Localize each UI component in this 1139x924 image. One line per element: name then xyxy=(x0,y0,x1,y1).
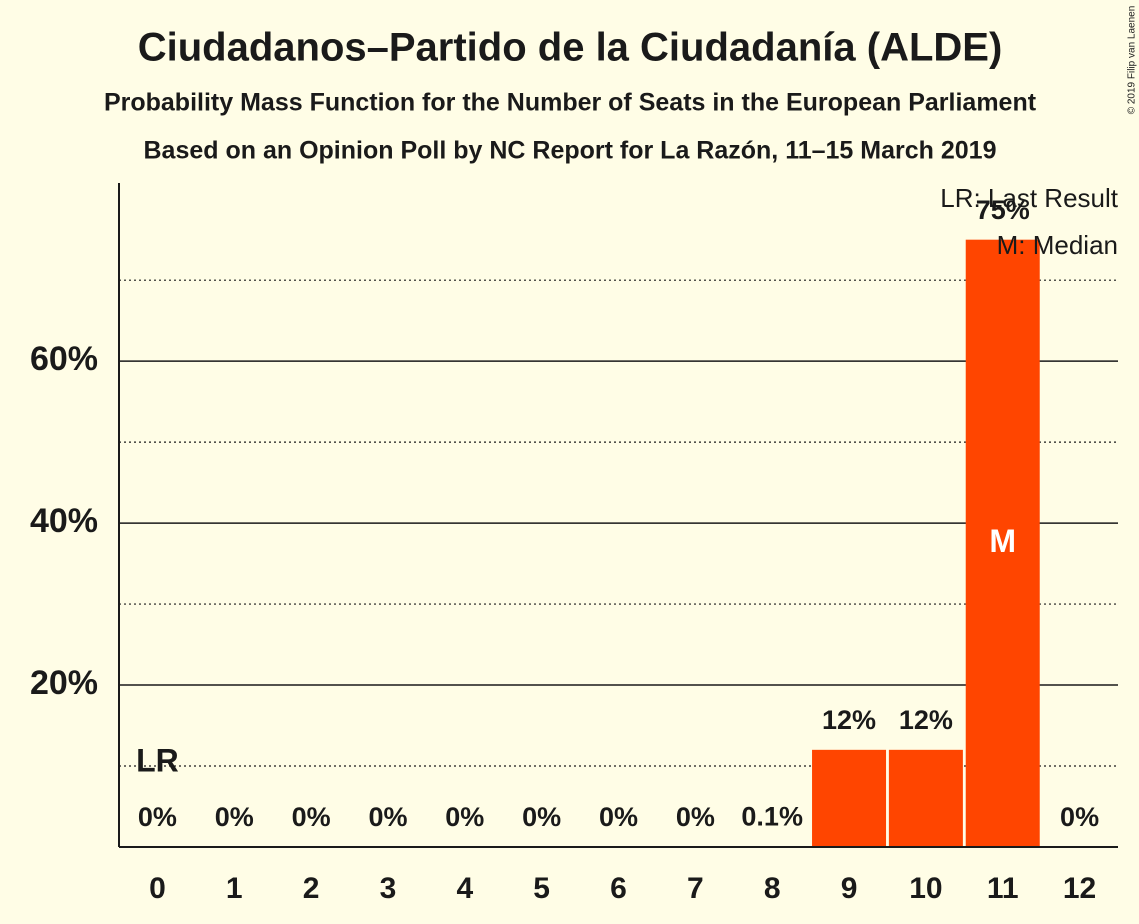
legend-entry: M: Median xyxy=(997,230,1118,260)
y-tick-label: 60% xyxy=(30,340,98,378)
legend-entry: LR: Last Result xyxy=(940,183,1119,213)
y-tick-label: 20% xyxy=(30,664,98,702)
value-label: 0% xyxy=(1060,802,1099,832)
x-tick-label: 11 xyxy=(987,872,1019,905)
bar xyxy=(965,239,1040,847)
x-tick-label: 0 xyxy=(149,872,166,905)
value-label: 75% xyxy=(976,195,1030,225)
value-label: 0% xyxy=(445,802,484,832)
annotation: LR xyxy=(136,742,179,778)
bar xyxy=(888,749,963,847)
chart-subtitle: Based on an Opinion Poll by NC Report fo… xyxy=(144,137,997,165)
credit: © 2019 Filip van Laenen xyxy=(1127,6,1138,115)
chart-subtitle: Probability Mass Function for the Number… xyxy=(104,89,1037,117)
annotation: M xyxy=(989,523,1016,559)
x-tick-label: 12 xyxy=(1063,872,1096,905)
x-tick-label: 9 xyxy=(841,872,858,905)
x-tick-label: 3 xyxy=(380,872,397,905)
x-tick-label: 1 xyxy=(226,872,243,905)
x-tick-label: 10 xyxy=(909,872,942,905)
value-label: 0% xyxy=(522,802,561,832)
x-tick-label: 7 xyxy=(687,872,704,905)
x-tick-label: 5 xyxy=(533,872,550,905)
y-tick-label: 40% xyxy=(30,502,98,540)
x-tick-label: 6 xyxy=(610,872,627,905)
value-label: 0% xyxy=(292,802,331,832)
chart-title: Ciudadanos–Partido de la Ciudadanía (ALD… xyxy=(138,26,1003,70)
value-label: 0% xyxy=(138,802,177,832)
value-label: 0% xyxy=(368,802,407,832)
value-label: 0% xyxy=(599,802,638,832)
x-tick-label: 4 xyxy=(456,872,473,905)
x-tick-label: 2 xyxy=(303,872,320,905)
x-tick-label: 8 xyxy=(764,872,781,905)
value-label: 0% xyxy=(676,802,715,832)
value-label: 0.1% xyxy=(741,801,803,831)
value-label: 0% xyxy=(215,802,254,832)
value-label: 12% xyxy=(822,705,876,735)
bar xyxy=(812,749,887,847)
value-label: 12% xyxy=(899,705,953,735)
